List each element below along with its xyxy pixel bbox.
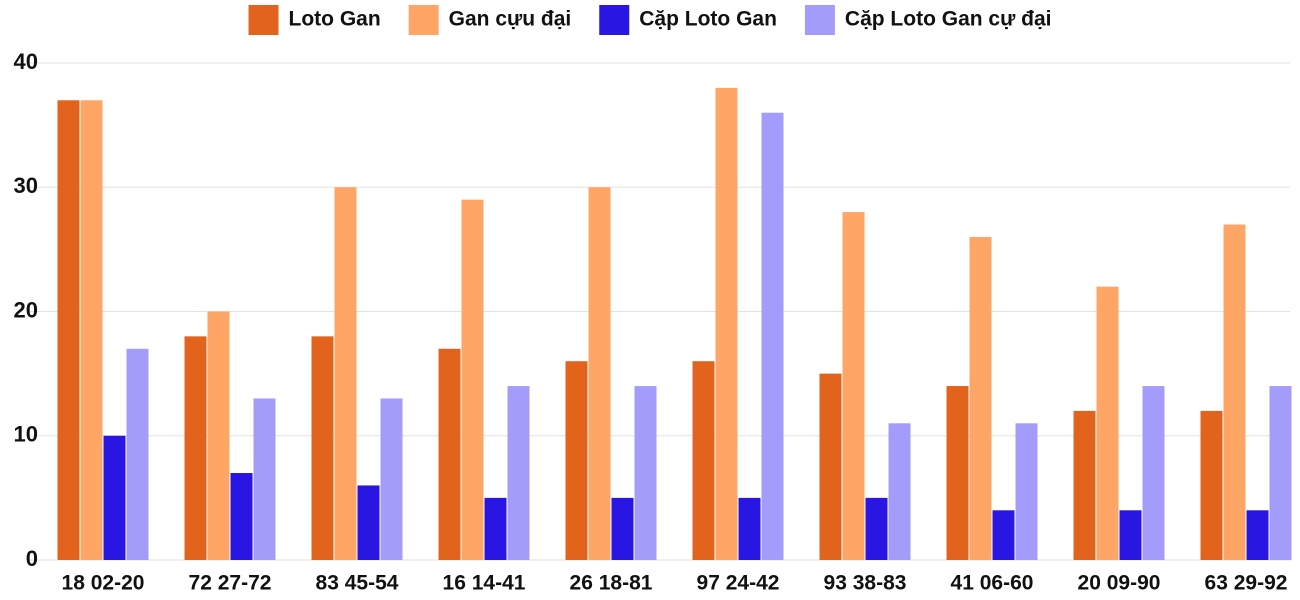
bar bbox=[969, 236, 992, 560]
bar bbox=[1200, 410, 1223, 560]
bar bbox=[1223, 224, 1246, 560]
bar bbox=[438, 348, 461, 560]
bar bbox=[484, 497, 507, 560]
legend-swatch bbox=[248, 5, 279, 35]
bar bbox=[311, 336, 334, 560]
bar bbox=[207, 311, 230, 560]
bar bbox=[103, 435, 126, 560]
bar bbox=[565, 361, 588, 560]
legend-swatch bbox=[408, 5, 439, 35]
legend-label: Gan cựu đại bbox=[449, 8, 572, 31]
bar bbox=[1269, 386, 1292, 560]
y-tick-label: 10 bbox=[14, 422, 38, 447]
bar bbox=[738, 497, 761, 560]
bar bbox=[184, 336, 207, 560]
x-tick-label: 63 29-92 bbox=[1205, 572, 1288, 595]
bar bbox=[1119, 510, 1142, 560]
bar bbox=[461, 199, 484, 561]
bar bbox=[334, 187, 357, 560]
x-tick-label: 97 24-42 bbox=[697, 572, 780, 595]
bar bbox=[253, 398, 276, 560]
bar bbox=[611, 497, 634, 560]
legend-label: Cặp Loto Gan bbox=[639, 8, 777, 31]
bar bbox=[1096, 286, 1119, 560]
bar bbox=[507, 386, 530, 560]
y-tick-label: 40 bbox=[14, 49, 38, 74]
bar bbox=[946, 386, 969, 560]
bar bbox=[888, 423, 911, 560]
legend-swatch bbox=[804, 5, 835, 35]
x-tick-label: 16 14-41 bbox=[443, 572, 526, 595]
bar bbox=[692, 361, 715, 560]
bar bbox=[761, 112, 784, 560]
bar bbox=[1015, 423, 1038, 560]
x-tick-label: 18 02-20 bbox=[62, 572, 145, 595]
x-tick-label: 41 06-60 bbox=[951, 572, 1034, 595]
x-tick-label: 26 18-81 bbox=[570, 572, 653, 595]
x-tick-label: 93 38-83 bbox=[824, 572, 907, 595]
bar bbox=[126, 348, 149, 560]
y-tick-label: 30 bbox=[14, 173, 38, 198]
bar bbox=[992, 510, 1015, 560]
legend-swatch bbox=[599, 5, 630, 35]
y-tick-label: 20 bbox=[14, 297, 38, 322]
bar bbox=[1246, 510, 1269, 560]
legend-label: Cặp Loto Gan cự đại bbox=[845, 8, 1052, 31]
bar bbox=[80, 100, 103, 561]
bar bbox=[865, 497, 888, 560]
legend-label: Loto Gan bbox=[289, 8, 381, 31]
x-tick-label: 83 45-54 bbox=[316, 572, 399, 595]
bar bbox=[819, 373, 842, 560]
y-tick-label: 0 bbox=[26, 546, 38, 571]
bar bbox=[1142, 386, 1165, 560]
bar bbox=[357, 485, 380, 560]
bar bbox=[634, 386, 657, 560]
bar bbox=[57, 100, 80, 561]
bar bbox=[230, 473, 253, 560]
bar bbox=[715, 87, 738, 560]
bar bbox=[1073, 410, 1096, 560]
bar bbox=[380, 398, 403, 560]
x-tick-label: 72 27-72 bbox=[189, 572, 272, 595]
bar bbox=[842, 212, 865, 560]
x-tick-label: 20 09-90 bbox=[1078, 572, 1161, 595]
bar bbox=[588, 187, 611, 560]
